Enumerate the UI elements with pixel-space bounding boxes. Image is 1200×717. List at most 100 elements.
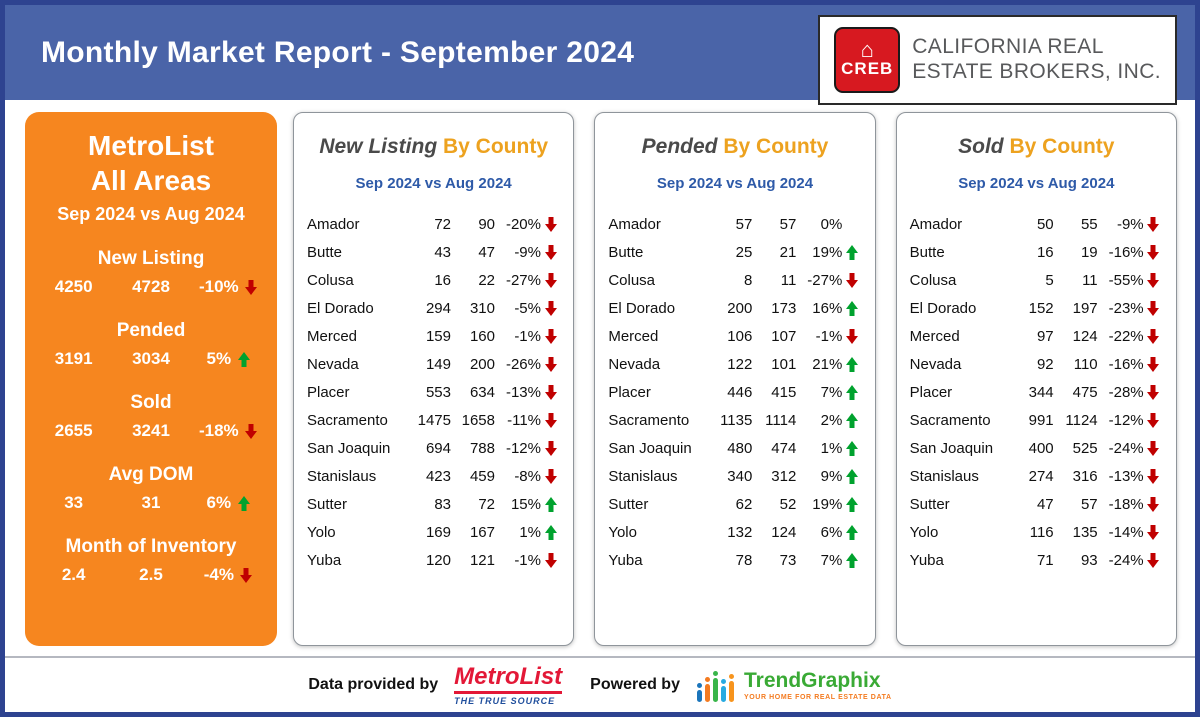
county-row: Colusa 8 11 -27% [608,266,861,294]
county-percent: 16% [812,299,843,317]
county-percent: -28% [1108,383,1144,401]
county-percent: -1% [514,327,541,345]
county-trend-cell [541,245,557,260]
county-current-value: 50 [1036,215,1054,233]
county-trend-cell [541,469,557,484]
stat-values: 3191 3034 5% [35,349,267,369]
county-name: Colusa [608,271,656,289]
county-trend-cell [541,217,557,232]
stat-values: 4250 4728 -10% [35,277,267,297]
county-trend-cell [1144,469,1160,484]
panel-title-main: Pended [641,135,718,158]
page-title: Monthly Market Report - September 2024 [41,35,635,69]
footer: Data provided by MetroList THE TRUE SOUR… [5,656,1195,712]
county-current-value: 344 [1028,383,1054,401]
county-name: Nevada [909,355,962,373]
trend-arrow-icon [544,273,557,288]
county-trend-cell [541,385,557,400]
county-percent: -9% [514,243,541,261]
trendgraphix-logo: TrendGraphix YOUR HOME FOR REAL ESTATE D… [696,668,892,702]
panel-title-main: New Listing [319,135,438,158]
county-previous-value: 19 [1080,243,1098,261]
county-current-value: 122 [727,355,753,373]
county-name: Yuba [909,551,944,569]
stat-percent-value: -18% [198,421,239,440]
county-row: Yuba 78 73 7% [608,546,861,574]
county-row: Sutter 83 72 15% [307,490,560,518]
county-current-value: 553 [425,383,451,401]
trend-arrow-icon [544,553,557,568]
trend-arrow-icon [245,280,258,295]
county-percent: -5% [514,299,541,317]
county-row: Merced 97 124 -22% [910,322,1163,350]
trend-arrow-icon [1147,553,1160,568]
county-previous-value: 124 [1072,327,1098,345]
county-current-value: 1475 [417,411,451,429]
county-row: El Dorado 294 310 -5% [307,294,560,322]
county-row: Nevada 92 110 -16% [910,350,1163,378]
county-trend-cell [541,413,557,428]
county-trend-cell [842,553,858,568]
county-current-value: 400 [1028,439,1054,457]
county-percent: -23% [1108,299,1144,317]
county-previous-value: 316 [1072,467,1098,485]
county-current-value: 991 [1028,411,1054,429]
county-previous-value: 634 [469,383,495,401]
stat-percent-value: -10% [198,277,239,296]
trend-arrow-icon [245,424,258,439]
county-trend-cell [541,273,557,288]
stat-label: Avg DOM [108,464,194,485]
county-trend-cell [842,497,858,512]
county-previous-value: 1114 [765,411,797,429]
county-name: El Dorado [909,299,977,317]
county-percent: -26% [505,355,541,373]
county-previous-value: 474 [771,439,797,457]
county-row: Placer 344 475 -28% [910,378,1163,406]
county-percent: 21% [812,355,843,373]
powered-by-label: Powered by [590,676,680,693]
county-trend-cell [1144,273,1160,288]
county-percent: 1% [820,439,843,457]
stat-previous-value: 2.5 [139,565,163,584]
stat-previous-value: 3241 [132,421,170,440]
county-row: Sutter 47 57 -18% [910,490,1163,518]
county-name: Placer [909,383,953,401]
county-name: Colusa [307,271,354,289]
trend-arrow-icon [544,357,557,372]
county-table: Amador 57 57 0% Butte 25 21 19% Colusa 8… [608,210,861,574]
stat-percent-value: -4% [203,565,234,584]
bar-chart-icon [696,668,736,702]
county-row: Nevada 149 200 -26% [307,350,560,378]
county-percent: -24% [1108,551,1144,569]
trend-arrow-icon [1147,385,1160,400]
county-current-value: 106 [727,327,753,345]
county-name: Amador [608,215,661,233]
trend-arrow-icon [1147,413,1160,428]
county-current-value: 423 [425,467,451,485]
county-trend-cell [842,301,858,316]
county-previous-value: 167 [469,523,495,541]
metrolist-tagline: THE TRUE SOURCE [454,695,556,706]
panel-subtitle: Sep 2024 vs Aug 2024 [958,175,1115,192]
trend-arrow-icon [544,245,557,260]
county-trend-cell [541,441,557,456]
county-current-value: 116 [1029,523,1054,541]
trend-arrow-icon [845,273,858,288]
trend-arrow-icon [544,497,557,512]
county-percent: 19% [812,495,843,513]
county-row: Butte 43 47 -9% [307,238,560,266]
county-previous-value: 21 [779,243,797,261]
trend-arrow-icon [237,352,250,367]
county-row: Butte 25 21 19% [608,238,861,266]
county-row: Yuba 120 121 -1% [307,546,560,574]
trend-arrow-icon [1147,525,1160,540]
county-name: Sacramento [608,411,690,429]
main-content: MetroList All Areas Sep 2024 vs Aug 2024… [5,100,1195,656]
county-name: Yuba [608,551,643,569]
county-name: Yolo [608,523,637,541]
stat-values: 2.4 2.5 -4% [35,565,267,585]
stat-values: 33 31 6% [35,493,267,513]
county-trend-cell [1144,525,1160,540]
county-row: Colusa 16 22 -27% [307,266,560,294]
county-trend-cell [1144,357,1160,372]
